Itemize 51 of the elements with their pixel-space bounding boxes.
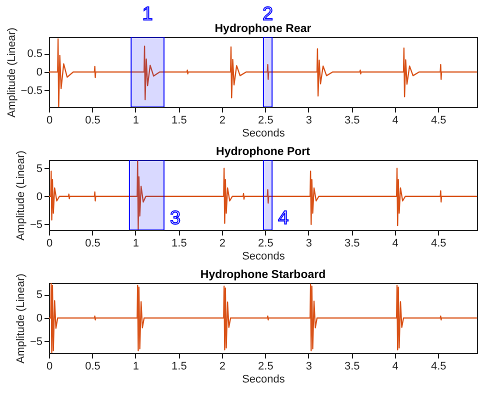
x-tick-label: 1: [132, 114, 140, 126]
y-tick-label: −5: [30, 336, 42, 348]
x-tick-label: 0.5: [85, 114, 100, 126]
y-axis-title: Amplitude (Linear): [6, 28, 18, 118]
x-tick-label: 2.5: [258, 114, 274, 126]
band-label: 1: [142, 4, 153, 25]
x-tick-label: 2.5: [258, 360, 274, 372]
y-tick-label: 5: [36, 289, 42, 302]
x-tick-label: 3.5: [344, 238, 360, 250]
y-tick-label: −5: [30, 218, 42, 231]
x-tick-label: 0.5: [85, 360, 100, 372]
y-axis-title: Amplitude (Linear): [14, 150, 27, 240]
x-tick-label: 2: [219, 238, 226, 250]
x-tick-label: 1: [132, 238, 140, 250]
band-label: 2: [262, 4, 274, 25]
x-axis-title: Seconds: [242, 128, 286, 140]
x-tick-label: 1.5: [172, 360, 187, 372]
x-tick-label: 4: [392, 360, 398, 372]
x-tick-label: 4: [392, 114, 398, 126]
x-tick-label: 3.5: [344, 114, 360, 126]
y-tick-label: 5: [36, 162, 42, 175]
x-tick-label: 0: [46, 360, 53, 372]
x-tick-label: 0: [46, 238, 53, 250]
x-axis-title: Seconds: [242, 250, 286, 262]
x-tick-label: 0: [46, 114, 53, 126]
x-tick-label: 1: [132, 360, 140, 372]
y-tick-label: 0: [36, 66, 42, 78]
x-tick-label: 1.5: [172, 114, 187, 126]
x-tick-label: 3.5: [344, 360, 360, 372]
chart-title: Hydrophone Starboard: [200, 269, 326, 281]
x-tick-label: 4.5: [430, 114, 446, 126]
y-tick-label: 0: [36, 190, 42, 203]
y-tick-label: −0.5: [20, 84, 42, 97]
x-tick-label: 3: [306, 238, 312, 250]
chart-title: Hydrophone Rear: [214, 23, 312, 35]
y-tick-label: 0: [36, 312, 42, 324]
x-tick-label: 1.5: [172, 238, 187, 250]
x-tick-label: 3: [306, 360, 312, 372]
x-tick-label: 2: [219, 114, 226, 126]
x-tick-label: 4.5: [430, 238, 446, 250]
chart-title: Hydrophone Port: [216, 146, 310, 158]
y-tick-label: 0.5: [27, 48, 42, 60]
x-tick-label: 0.5: [85, 238, 100, 250]
x-axis-title: Seconds: [242, 374, 286, 386]
band-label: 4: [278, 208, 290, 229]
x-tick-label: 2: [219, 360, 226, 372]
x-tick-label: 2.5: [258, 238, 274, 250]
x-tick-label: 3: [306, 114, 312, 126]
x-tick-label: 4: [392, 238, 398, 250]
y-axis-title: Amplitude (Linear): [14, 274, 27, 364]
x-tick-label: 4.5: [430, 360, 446, 372]
